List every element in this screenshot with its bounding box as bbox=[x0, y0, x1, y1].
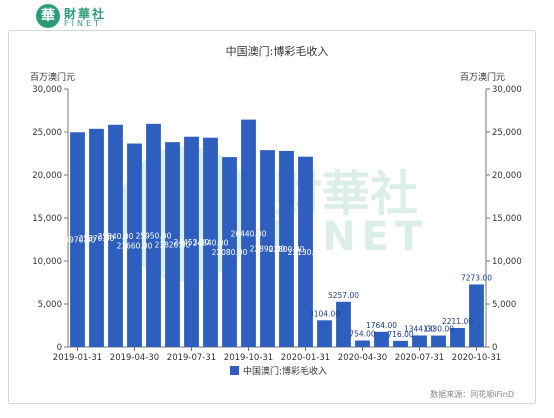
bar-value-label: 7273.00 bbox=[461, 273, 492, 282]
bar-value-label: 25840.00 bbox=[98, 232, 134, 241]
bar[interactable] bbox=[279, 150, 294, 347]
tick-labels: 0 0 5,000 5,000 10,000 10,000 15,000 15,000 20,0… bbox=[32, 85, 522, 363]
legend[interactable]: 中国澳门:博彩毛收入 bbox=[230, 365, 327, 377]
y-tick-label-right: 10,000 bbox=[492, 257, 522, 267]
bar[interactable] bbox=[184, 136, 199, 347]
y-tick-label-right: 20,000 bbox=[492, 171, 522, 181]
finet-logo-english: FINET bbox=[64, 19, 102, 28]
y-tick-label-left: 20,000 bbox=[32, 171, 62, 181]
y-tick-label-right: 5,000 bbox=[492, 300, 516, 310]
header: 華 財華社 FINET bbox=[0, 0, 554, 34]
bar-value-label: 24340.00 bbox=[193, 238, 229, 247]
bar-value-label: 24970.00 bbox=[60, 236, 96, 245]
y-tick-label-left: 25,000 bbox=[32, 128, 62, 138]
bar-value-label: 23820.00 bbox=[155, 241, 191, 250]
bar-value-label: 22130.00 bbox=[288, 248, 324, 257]
bar[interactable] bbox=[355, 340, 370, 347]
x-tick-label: 2020-10-31 bbox=[452, 353, 501, 363]
y-axis-unit-right: 百万澳门元 bbox=[460, 71, 505, 83]
y-tick-label-right: 0 bbox=[492, 343, 497, 353]
bar-value-label: 22890.00 bbox=[250, 245, 286, 254]
bar-value-label: 2211.00 bbox=[442, 317, 473, 326]
chart-title: 中国澳门:博彩毛收入 bbox=[226, 44, 329, 58]
bar[interactable] bbox=[70, 132, 85, 347]
y-tick-label-right: 15,000 bbox=[492, 214, 522, 224]
y-tick-label-left: 5,000 bbox=[38, 300, 62, 310]
y-axis-unit-left: 百万澳门元 bbox=[30, 71, 75, 83]
bar[interactable] bbox=[203, 137, 218, 347]
bar-value-label: 1764.00 bbox=[366, 321, 397, 330]
bar-value-label: 26440.00 bbox=[231, 229, 267, 238]
finet-logo-chinese: 財華社 bbox=[64, 7, 107, 21]
bar[interactable] bbox=[165, 142, 180, 347]
bar[interactable] bbox=[89, 128, 104, 347]
data-source: 数据来源：同花顺iFinD bbox=[430, 390, 514, 399]
bar[interactable] bbox=[412, 335, 427, 347]
bars bbox=[70, 119, 484, 347]
legend-swatch bbox=[230, 366, 239, 375]
x-tick-label: 2019-04-30 bbox=[110, 353, 159, 363]
bar[interactable] bbox=[393, 340, 408, 347]
bar-value-label: 22800.00 bbox=[269, 245, 305, 254]
bar[interactable] bbox=[317, 320, 332, 347]
y-tick-label-left: 15,000 bbox=[32, 214, 62, 224]
bar-value-label: 25950.00 bbox=[136, 231, 172, 240]
bar-value-label: 22080.00 bbox=[212, 248, 248, 257]
x-tick-label: 2020-01-31 bbox=[281, 353, 330, 363]
bar[interactable] bbox=[469, 284, 484, 347]
x-tick-label: 2020-07-31 bbox=[395, 353, 444, 363]
bar-value-label: 1344.00 bbox=[404, 324, 435, 333]
bar-value-label: 3104.00 bbox=[309, 309, 340, 318]
bar-value-label: 25370.00 bbox=[79, 234, 115, 243]
y-tick-label-right: 25,000 bbox=[492, 128, 522, 138]
bar-value-label: 716.00 bbox=[387, 330, 413, 339]
watermark-chinese: 財華社 bbox=[274, 166, 418, 222]
x-tick-label: 2019-07-31 bbox=[167, 353, 216, 363]
x-tick-label: 2019-01-31 bbox=[53, 353, 102, 363]
bar[interactable] bbox=[222, 157, 237, 347]
chart-frame bbox=[8, 30, 536, 404]
bar[interactable] bbox=[374, 331, 389, 347]
bar[interactable] bbox=[260, 150, 275, 347]
bar-value-label: 5257.00 bbox=[328, 291, 359, 300]
bar-value-label: 24453.00 bbox=[174, 238, 210, 247]
x-tick-label: 2020-04-30 bbox=[338, 353, 387, 363]
legend-label: 中国澳门:博彩毛收入 bbox=[243, 365, 327, 377]
bar[interactable] bbox=[298, 156, 313, 347]
bar[interactable] bbox=[241, 119, 256, 347]
y-tick-label-left: 0 bbox=[57, 343, 62, 353]
y-tick-label-right: 30,000 bbox=[492, 85, 522, 95]
y-tick-label-left: 30,000 bbox=[32, 85, 62, 95]
bar[interactable] bbox=[431, 335, 446, 347]
bar[interactable] bbox=[127, 143, 142, 347]
bar[interactable] bbox=[336, 301, 351, 347]
bar-value-label: 1330.00 bbox=[423, 325, 454, 334]
x-tick-label: 2019-10-31 bbox=[224, 353, 273, 363]
y-tick-label-left: 10,000 bbox=[32, 257, 62, 267]
bar-value-label: 754.00 bbox=[349, 330, 375, 339]
bar[interactable] bbox=[450, 327, 465, 347]
bar[interactable] bbox=[146, 123, 161, 347]
bar[interactable] bbox=[108, 124, 123, 347]
data-labels: 24970.0025370.0025840.0023660.0025950.00… bbox=[60, 229, 493, 339]
bar-value-label: 23660.00 bbox=[117, 241, 153, 250]
finet-logo-mark: 華 bbox=[36, 4, 60, 28]
